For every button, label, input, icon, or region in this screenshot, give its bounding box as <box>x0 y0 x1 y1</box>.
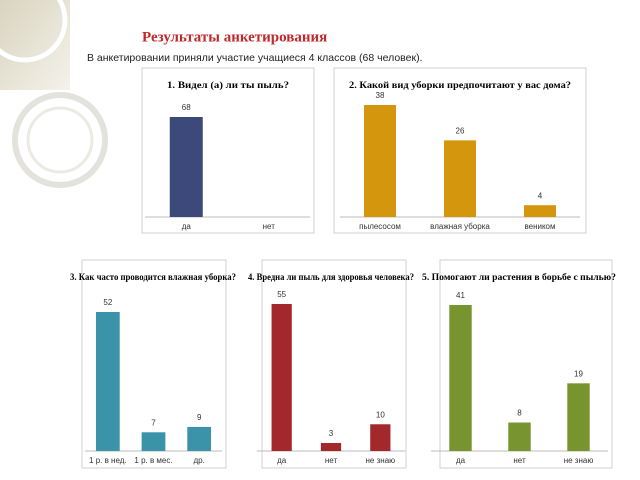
value-label: 26 <box>456 126 465 135</box>
value-label: 41 <box>456 291 465 300</box>
chart-title: 4. Вредна ли пыль для здоровья человека? <box>248 272 414 282</box>
bar <box>141 432 166 451</box>
bar <box>449 305 472 451</box>
value-label: 10 <box>376 410 385 419</box>
value-label: 3 <box>329 429 334 438</box>
bar <box>444 140 476 217</box>
bar <box>95 312 120 451</box>
x-tick-label: пылесосом <box>359 222 401 231</box>
x-tick-label: не знаю <box>564 456 594 465</box>
bar <box>320 442 342 451</box>
chart-title: 1. Видел (а) ли ты пыль? <box>167 80 289 90</box>
x-tick-label: да <box>456 456 466 465</box>
bar <box>169 117 203 217</box>
x-tick-label: не знаю <box>366 456 396 465</box>
value-label: 68 <box>182 103 191 112</box>
bar <box>187 426 212 451</box>
x-tick-label: нет <box>263 222 276 231</box>
bar <box>364 105 396 217</box>
bar <box>567 383 590 451</box>
bar <box>508 422 531 451</box>
title: Результаты анкетирования <box>142 29 327 45</box>
bar <box>271 304 292 451</box>
decoration <box>0 0 108 188</box>
x-tick-label: влажная уборка <box>430 222 490 231</box>
x-tick-label: др. <box>193 456 204 465</box>
value-label: 7 <box>151 418 156 427</box>
value-label: 19 <box>574 369 583 378</box>
chart-title: 3. Как часто проводится влажная уборка? <box>70 272 236 282</box>
subtitle: В анкетировании приняли участие учащиеся… <box>87 52 422 64</box>
x-tick-label: 1 р. в мес. <box>134 456 172 465</box>
value-label: 4 <box>538 191 543 200</box>
chart-frame <box>141 67 315 234</box>
chart-title: 5. Помогают ли растения в борьбе с пылью… <box>422 272 616 282</box>
x-tick-label: нет <box>325 456 338 465</box>
value-label: 8 <box>517 409 522 418</box>
x-tick-label: нет <box>513 456 526 465</box>
value-label: 38 <box>376 91 385 100</box>
x-tick-label: 1 р. в нед. <box>89 456 127 465</box>
x-tick-label: веником <box>524 222 555 231</box>
x-tick-label: да <box>182 222 192 231</box>
bar <box>524 205 556 217</box>
value-label: 52 <box>103 298 112 307</box>
value-label: 55 <box>277 290 286 299</box>
chart-title: 2. Какой вид уборки предпочитают у вас д… <box>349 80 571 90</box>
value-label: 9 <box>197 413 202 422</box>
bar <box>370 424 391 451</box>
x-tick-label: да <box>277 456 287 465</box>
